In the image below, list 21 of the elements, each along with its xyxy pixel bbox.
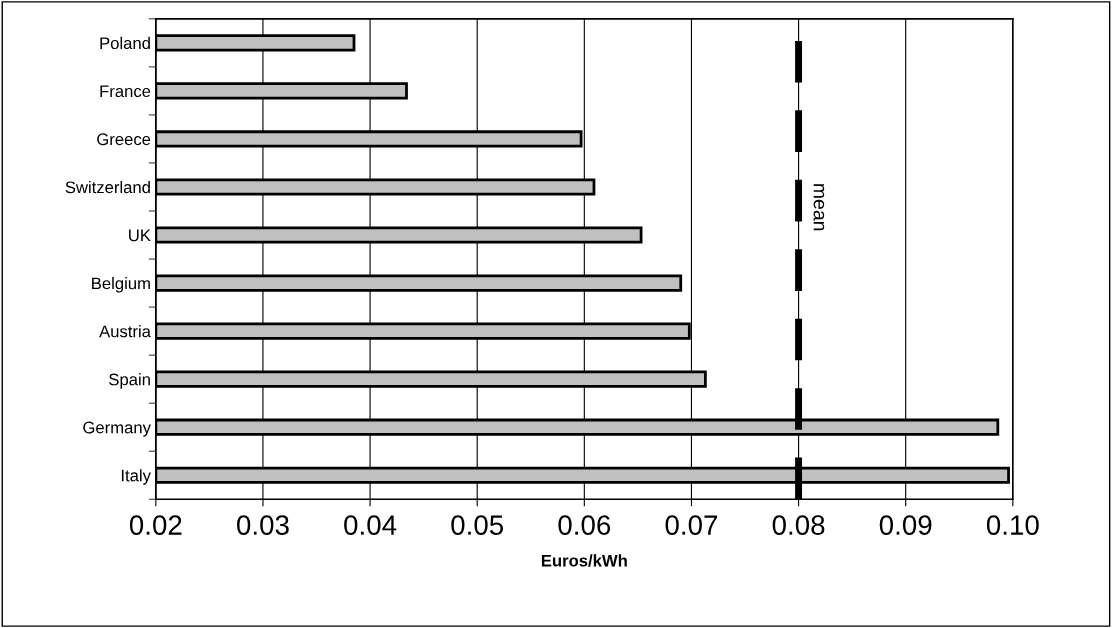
y-tick-label: UK [129, 229, 151, 242]
y-tick-label: Belgium [92, 277, 150, 293]
y-tick-label: Spain [109, 373, 150, 389]
x-tick-label: 0.04 [344, 515, 397, 535]
x-tick-label: 0.09 [879, 515, 932, 535]
x-tick-label: 0.05 [451, 515, 504, 535]
y-tick-label: Austria [99, 325, 151, 338]
y-tick-label: Greece [97, 133, 151, 146]
ref-line-label: mean [813, 184, 825, 231]
y-tick-label: Germany [83, 421, 151, 437]
y-tick-label: Poland [100, 36, 150, 50]
x-axis-title: Euros/kWh [541, 554, 627, 567]
y-tick-label: France [100, 85, 151, 98]
x-tick-label: 0.10 [986, 515, 1039, 535]
y-tick-label: Italy [121, 469, 151, 485]
x-tick-label: 0.02 [129, 515, 182, 535]
y-tick-label: Switzerland [65, 180, 150, 194]
x-tick-label: 0.08 [772, 515, 825, 535]
x-tick-label: 0.06 [558, 515, 611, 535]
x-tick-label: 0.03 [237, 515, 289, 535]
x-tick-label: 0.07 [665, 515, 718, 535]
